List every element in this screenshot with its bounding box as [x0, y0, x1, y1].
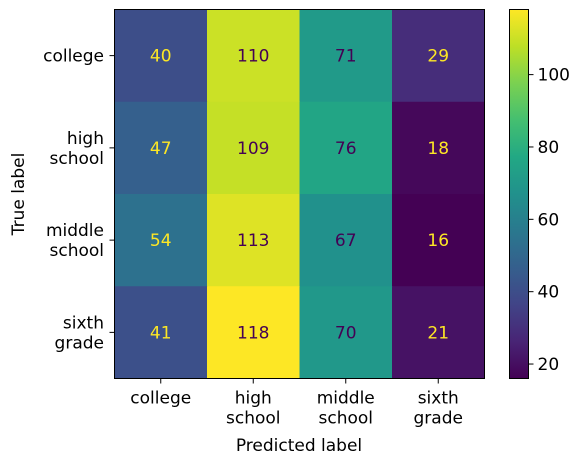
cell-value-label: 40	[150, 47, 172, 67]
cell-value-label: 71	[335, 47, 357, 67]
colorbar-tick-label: 80	[538, 138, 560, 158]
cell-value-label: 16	[427, 231, 449, 251]
matrix-cell	[299, 286, 393, 379]
cell-value-label: 54	[150, 231, 172, 251]
y-axis-label: True label	[9, 153, 29, 237]
cell-value-label: 18	[427, 139, 449, 159]
y-tick-label: college	[43, 47, 104, 67]
x-tick-label: college	[130, 389, 191, 409]
matrix-cell	[299, 101, 393, 195]
matrix-cell	[207, 9, 300, 103]
cell-value-label: 76	[335, 139, 357, 159]
cell-value-label: 109	[237, 139, 269, 159]
cell-value-label: 110	[237, 47, 269, 67]
matrix-cell	[114, 101, 208, 195]
x-axis-ticks: college high school middle school sixth grade	[130, 378, 463, 429]
cell-value-label: 41	[150, 323, 172, 343]
x-tick-label: high school	[226, 389, 281, 429]
cell-value-label: 29	[427, 47, 449, 67]
matrix-cell	[392, 101, 485, 195]
matrix-cells	[114, 9, 485, 379]
y-tick-label: middle school	[46, 221, 104, 261]
matrix-cell	[114, 194, 208, 287]
colorbar-ticks: 20 40 60 80 100	[528, 66, 570, 375]
plot-frame	[114, 9, 485, 379]
cell-value-label: 70	[335, 323, 357, 343]
cell-value-label: 47	[150, 139, 172, 159]
x-tick-label: sixth grade	[414, 389, 463, 429]
colorbar-tick-label: 60	[538, 210, 560, 230]
x-tick-label: middle school	[317, 389, 375, 429]
matrix-cell-labels: 40 110 71 29 47 109 76 18 54 113 67 16 41 118 70 21	[150, 47, 449, 344]
matrix-cell	[207, 286, 300, 379]
colorbar-tick-label: 40	[538, 283, 560, 303]
y-axis-ticks: college high school middle school sixth grade	[43, 47, 115, 353]
cell-value-label: 67	[335, 231, 357, 251]
matrix-cell	[114, 9, 208, 103]
matrix-cell	[392, 286, 485, 379]
matrix-cell	[392, 9, 485, 103]
matrix-cell	[299, 194, 393, 287]
cell-value-label: 118	[237, 323, 269, 343]
matrix-cell	[207, 101, 300, 195]
cell-value-label: 21	[427, 323, 449, 343]
y-tick-label: sixth grade	[55, 313, 104, 353]
matrix-cell	[299, 9, 393, 103]
colorbar-tick-label: 20	[538, 355, 560, 375]
matrix-cell	[207, 194, 300, 287]
colorbar	[509, 9, 529, 379]
x-axis-label: Predicted label	[236, 436, 362, 456]
y-tick-label: high school	[49, 129, 104, 169]
cell-value-label: 113	[237, 231, 269, 251]
colorbar-tick-label: 100	[538, 66, 570, 86]
matrix-cell	[114, 286, 208, 379]
matrix-cell	[392, 194, 485, 287]
